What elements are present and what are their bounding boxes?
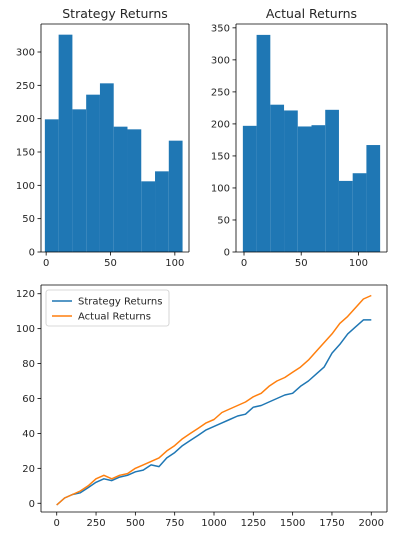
y-tick-label: 200 bbox=[211, 119, 230, 130]
histogram-bar bbox=[297, 126, 312, 252]
y-tick-label: 50 bbox=[217, 215, 230, 226]
x-tick-label: 1250 bbox=[241, 518, 266, 529]
cumulative-returns-line-chart: 0 250 500 750 1000 1250 1500 1750 2000 0 20 40 60 80 1… bbox=[16, 284, 388, 529]
y-tick-label: 80 bbox=[22, 359, 35, 370]
x-tick-label: 1750 bbox=[319, 518, 344, 529]
y-tick-label: 300 bbox=[211, 55, 230, 66]
x-tick-label: 0 bbox=[43, 258, 49, 269]
histogram-bar bbox=[155, 171, 169, 252]
y-tick-label: 0 bbox=[224, 248, 230, 259]
histogram-bar bbox=[72, 109, 87, 252]
y-tick-label: 0 bbox=[29, 499, 35, 510]
series-line-strategy-returns bbox=[56, 319, 372, 506]
histogram-bar bbox=[99, 83, 114, 252]
histogram-bar bbox=[325, 109, 339, 252]
histogram-bar bbox=[256, 34, 271, 253]
series-line-actual-returns bbox=[56, 294, 372, 506]
chart-title: Actual Returns bbox=[266, 6, 357, 21]
histogram-bar bbox=[58, 34, 73, 252]
x-tick-label: 500 bbox=[126, 518, 145, 529]
y-tick-label: 100 bbox=[211, 183, 230, 194]
y-tick-label: 0 bbox=[29, 248, 35, 259]
x-tick-label: 250 bbox=[86, 518, 105, 529]
y-tick-label: 100 bbox=[16, 181, 35, 192]
x-tick-label: 50 bbox=[295, 258, 308, 269]
x-tick-label: 1500 bbox=[280, 518, 305, 529]
histogram-bar bbox=[141, 181, 156, 252]
histogram-bar bbox=[338, 180, 353, 252]
y-tick-label: 250 bbox=[16, 81, 35, 92]
histogram-bar bbox=[127, 129, 142, 252]
x-tick-label: 0 bbox=[54, 518, 60, 529]
histogram-bar bbox=[366, 145, 381, 252]
histogram-bar bbox=[270, 104, 285, 253]
y-tick-label: 150 bbox=[211, 151, 230, 162]
y-tick-label: 150 bbox=[16, 148, 35, 159]
y-tick-label: 350 bbox=[211, 23, 230, 34]
y-tick-label: 40 bbox=[22, 429, 35, 440]
x-tick-label: 750 bbox=[165, 518, 184, 529]
x-tick-label: 100 bbox=[165, 258, 184, 269]
y-tick-label: 50 bbox=[22, 214, 35, 225]
histogram-bar bbox=[284, 110, 298, 253]
histogram-bar bbox=[113, 126, 128, 252]
histogram-bar bbox=[311, 125, 326, 252]
x-tick-label: 2000 bbox=[359, 518, 384, 529]
y-tick-label: 100 bbox=[16, 324, 35, 335]
x-tick-label: 50 bbox=[104, 258, 117, 269]
y-tick-label: 20 bbox=[22, 464, 35, 475]
x-tick-label: 100 bbox=[349, 258, 368, 269]
histogram-bar bbox=[242, 125, 257, 252]
histogram-bar bbox=[352, 173, 367, 252]
histogram-bar bbox=[168, 140, 183, 252]
x-tick-label: 1000 bbox=[201, 518, 226, 529]
y-tick-label: 60 bbox=[22, 394, 35, 405]
histogram-bar bbox=[86, 94, 100, 253]
histogram-bar bbox=[44, 119, 59, 252]
legend-label: Strategy Returns bbox=[78, 297, 162, 308]
x-tick-label: 0 bbox=[241, 258, 247, 269]
legend-label: Actual Returns bbox=[78, 312, 151, 323]
legend-box bbox=[45, 289, 170, 327]
chart-title: Strategy Returns bbox=[62, 6, 168, 21]
y-tick-label: 120 bbox=[16, 289, 35, 300]
y-tick-label: 250 bbox=[211, 87, 230, 98]
histogram-strategy-returns: 0 50 100 0 50 100 150 200 250 300 Strategy Returns bbox=[16, 6, 190, 269]
y-tick-label: 300 bbox=[16, 48, 35, 59]
histogram-actual-returns: 0 50 100 0 50 100 150 200 250 300 350 Actual Return… bbox=[211, 6, 388, 269]
y-tick-label: 200 bbox=[16, 114, 35, 125]
